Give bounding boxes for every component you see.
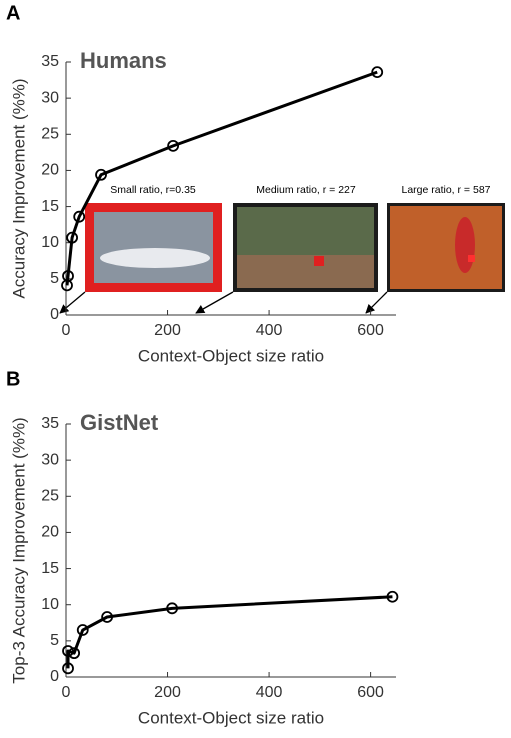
x-tick-label: 600 <box>357 684 384 701</box>
inset-object <box>468 255 475 262</box>
y-tick-label: 10 <box>41 596 59 613</box>
y-tick-label: 30 <box>41 451 59 468</box>
panel-label: A <box>6 2 20 24</box>
x-tick-label: 400 <box>256 684 283 701</box>
inset-label: Large ratio, r = 587 <box>401 184 490 196</box>
y-tick-label: 15 <box>41 560 59 577</box>
x-axis-label: Context-Object size ratio <box>138 708 324 727</box>
x-axis-label: Context-Object size ratio <box>138 346 324 365</box>
insets <box>60 203 505 313</box>
chart-title: Humans <box>80 48 167 73</box>
panel-label: B <box>6 368 20 390</box>
arrow <box>366 292 387 313</box>
y-axis-label: Top-3 Accuracy Improvement (%%) <box>9 417 28 683</box>
x-tick-label: 200 <box>154 684 181 701</box>
y-tick-label: 5 <box>50 632 59 649</box>
arrow <box>60 292 85 313</box>
x-tick-label: 0 <box>62 684 71 701</box>
y-tick-label: 5 <box>50 270 59 287</box>
inset-label: Medium ratio, r = 227 <box>256 184 356 196</box>
inset-ground <box>237 255 374 288</box>
inset-object <box>314 256 324 266</box>
inset-plane <box>100 248 210 268</box>
y-tick-label: 25 <box>41 488 59 505</box>
inset-photo <box>390 206 502 289</box>
data-line <box>68 597 392 669</box>
y-tick-label: 30 <box>41 89 59 106</box>
figure: AHumans051015202530350200400600Context-O… <box>0 0 511 733</box>
y-tick-label: 35 <box>41 415 59 432</box>
y-tick-label: 35 <box>41 53 59 70</box>
x-tick-label: 600 <box>357 322 384 339</box>
y-tick-label: 25 <box>41 126 59 143</box>
inset-photo <box>94 212 213 283</box>
y-tick-label: 15 <box>41 198 59 215</box>
arrow <box>196 292 233 313</box>
y-tick-label: 10 <box>41 234 59 251</box>
y-tick-label: 0 <box>50 668 59 685</box>
y-tick-label: 20 <box>41 524 59 541</box>
inset-label: Small ratio, r=0.35 <box>110 184 196 196</box>
x-tick-label: 200 <box>154 322 181 339</box>
y-tick-label: 20 <box>41 162 59 179</box>
chart-title: GistNet <box>80 410 159 435</box>
y-tick-label: 0 <box>50 306 59 323</box>
inset-player <box>455 217 475 273</box>
x-tick-label: 0 <box>62 322 71 339</box>
x-tick-label: 400 <box>256 322 283 339</box>
y-axis-label: Accuracy Improvement (%%) <box>9 78 28 298</box>
